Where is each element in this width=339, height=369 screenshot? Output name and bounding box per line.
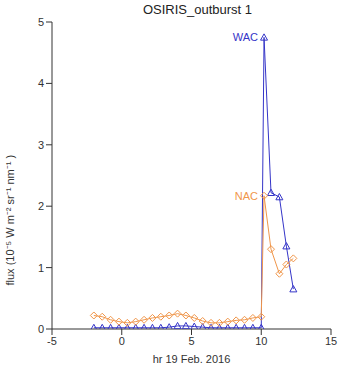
svg-text:5: 5 [188,335,194,347]
html-text:OSIRIS_outburst 1: OSIRIS_outburst 1 [142,2,253,17]
svg-text:4: 4 [38,77,44,89]
svg-text:3: 3 [38,139,44,151]
svg-text:NAC: NAC [235,190,258,202]
svg-text:flux (10⁻⁵ W m⁻² sr⁻¹ nm⁻¹ ): flux (10⁻⁵ W m⁻² sr⁻¹ nm⁻¹ ) [8,155,16,286]
svg-text:hr 19 Feb. 2016: hr 19 Feb. 2016 [153,353,231,365]
svg-text:5: 5 [38,16,44,28]
svg-text:10: 10 [255,335,267,347]
svg-text:-5: -5 [47,335,57,347]
svg-text:15: 15 [325,335,331,347]
svg-text:2: 2 [38,200,44,212]
svg-text:0: 0 [38,323,44,335]
svg-text:1: 1 [38,262,44,274]
svg-text:0: 0 [119,335,125,347]
svg-text:WAC: WAC [233,31,258,43]
